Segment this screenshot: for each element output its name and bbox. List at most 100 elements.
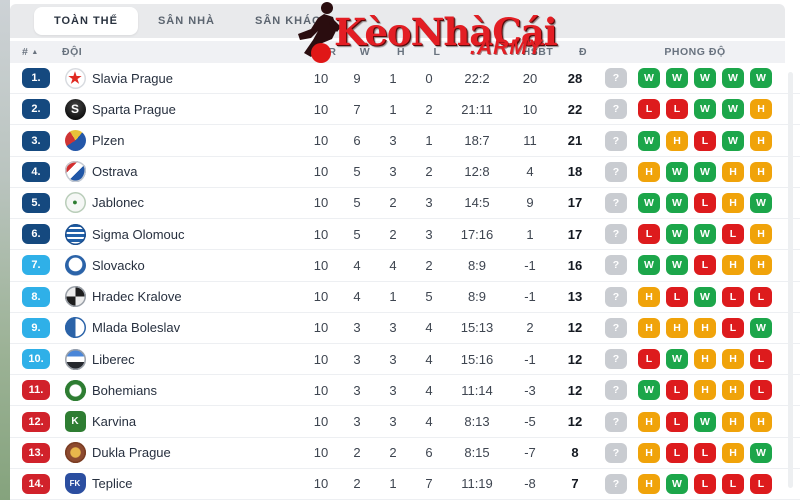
stat-points-cell: 12 [553,383,597,398]
form-result-badge: L [694,130,716,151]
stat-goals-cell: 11:19 [447,476,507,491]
stat-h-cell: 4 [375,258,411,273]
logo-cell [58,254,92,276]
stat-goals-cell: 17:16 [447,227,507,242]
tab-home[interactable]: SÂN NHÀ [157,15,215,27]
stat-goals: 8:15 [464,445,490,461]
stat-goals: 15:16 [460,351,494,367]
rank-cell: 5. [10,192,58,213]
logo-cell [58,379,92,401]
team-logo-icon: K [64,411,86,433]
table-row[interactable]: 6. Sigma Olomouc 10 5 2 3 17:16 1 17? L W W L H [10,219,800,251]
stat-hsbt-cell: 10 [507,102,553,117]
form-result-badge: H [666,130,688,151]
header-w: W [359,46,371,58]
table-row[interactable]: 12. K Karvina 10 3 3 4 8:13 -5 12? H L W H H [10,406,800,438]
form-unknown-badge: ? [605,411,627,432]
header-h: H [396,46,406,58]
form-result-badge: W [666,192,688,213]
stat-h: 2 [389,195,397,211]
form-result-badge: H [638,442,660,463]
table-row[interactable]: 13. Dukla Prague 10 2 2 6 8:15 -7 8? H L L H W [10,437,800,469]
header-rank[interactable]: # ▲ [10,46,58,58]
table-row[interactable]: 14. FK Teplice 10 2 1 7 11:19 -8 7? H W L L L [10,468,800,500]
tab-overall[interactable]: TOÀN THỂ [34,7,138,35]
header-tr: TR [321,46,337,58]
table-row[interactable]: 1. ★ Slavia Prague 10 9 1 0 22:2 20 28? W W W W W [10,63,800,95]
table-row[interactable]: 2. S Sparta Prague 10 7 1 2 21:11 10 22? L L W W H [10,94,800,126]
stat-tr-cell: 10 [303,476,339,491]
form-cell: ? W W L H H [597,255,785,276]
stat-tr: 10 [313,101,329,117]
rank-badge: 13. [22,442,50,463]
form-result-badge: H [638,411,660,432]
form-result-badge: W [750,192,772,213]
tab-away[interactable]: SÂN KHÁCH [255,15,330,27]
rank-cell: 7. [10,255,58,276]
form-result-badge: W [694,99,716,120]
table-row[interactable]: 4. Ostrava 10 5 3 2 12:8 4 18? H W W H H [10,156,800,188]
team-name-cell: Liberec [92,352,303,367]
stat-l: 1 [425,133,433,149]
form-unknown-badge: ? [605,442,627,463]
stat-l-cell: 4 [411,352,447,367]
table-row[interactable]: 8. Hradec Kralove 10 4 1 5 8:9 -1 13? H L W L L [10,281,800,313]
stat-hsbt: 9 [526,195,534,211]
page-background-strip [0,0,10,500]
logo-cell: ★ [58,67,92,89]
form-result-badge: W [722,99,744,120]
stat-l: 2 [425,164,433,180]
team-logo-icon [64,223,86,245]
stat-hsbt-cell: 9 [507,195,553,210]
stat-tr: 10 [313,226,329,242]
team-name: Slovacko [92,257,145,273]
table-row[interactable]: 9. Mlada Boleslav 10 3 3 4 15:13 2 12? H H H L W [10,312,800,344]
stat-hsbt: -1 [524,289,536,305]
table-row[interactable]: 5. ● Jablonec 10 5 2 3 14:5 9 17? W W L H W [10,187,800,220]
stat-l-cell: 5 [411,289,447,304]
team-name: Karvina [92,414,137,430]
header-form: PHONG ĐỘ [664,46,726,58]
team-name-cell: Teplice [92,476,303,491]
form-cell: ? L L W W H [597,99,785,120]
form-result-badge: H [638,161,660,182]
stat-goals: 14:5 [464,195,490,211]
form-result-badge: H [722,442,744,463]
stat-hsbt: -7 [524,445,536,461]
rank-cell: 8. [10,286,58,307]
team-logo-icon [64,379,86,401]
stat-w: 6 [353,133,361,149]
form-cell: ? W H L W H [597,130,785,151]
form-cell: ? H W W H H [597,161,785,182]
form-cell: ? L W H H L [597,349,785,370]
logo-cell [58,442,92,464]
stat-tr: 10 [313,445,329,461]
form-cell: ? W W W W W [597,68,785,89]
stat-goals: 18:7 [464,133,490,149]
form-result-badge: W [750,317,772,338]
form-result-badge: H [694,349,716,370]
stat-tr: 10 [313,257,329,273]
table-row[interactable]: 7. Slovacko 10 4 4 2 8:9 -1 16? W W L H H [10,250,800,282]
stat-goals: 15:13 [460,320,494,336]
rank-cell: 3. [10,130,58,151]
stat-goals: 8:9 [467,257,487,273]
form-cell: ? H L W L L [597,286,785,307]
stat-h-cell: 3 [375,320,411,335]
scrollbar[interactable] [788,72,793,488]
team-logo-icon [64,130,86,152]
stat-l-cell: 1 [411,133,447,148]
stat-points-cell: 22 [553,102,597,117]
rank-cell: 1. [10,68,58,89]
standings-card: TOÀN THỂ SÂN NHÀ SÂN KHÁCH # ▲ ĐỘI TR W … [10,0,800,500]
stat-l: 6 [425,445,433,461]
stat-points-cell: 17 [553,195,597,210]
table-row[interactable]: 10. Liberec 10 3 3 4 15:16 -1 12? L W H H L [10,343,800,376]
stat-goals-cell: 21:11 [447,102,507,117]
stat-goals-cell: 12:8 [447,164,507,179]
team-logo-icon: ● [64,192,86,214]
table-row[interactable]: 3. Plzen 10 6 3 1 18:7 11 21? W H L W H [10,125,800,157]
team-logo-icon [64,348,86,370]
table-row[interactable]: 11. Bohemians 10 3 3 4 11:14 -3 12? W L H H L [10,375,800,407]
rank-cell: 4. [10,161,58,182]
